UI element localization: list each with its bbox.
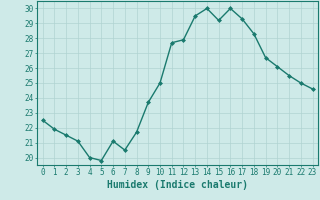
- X-axis label: Humidex (Indice chaleur): Humidex (Indice chaleur): [107, 180, 248, 190]
